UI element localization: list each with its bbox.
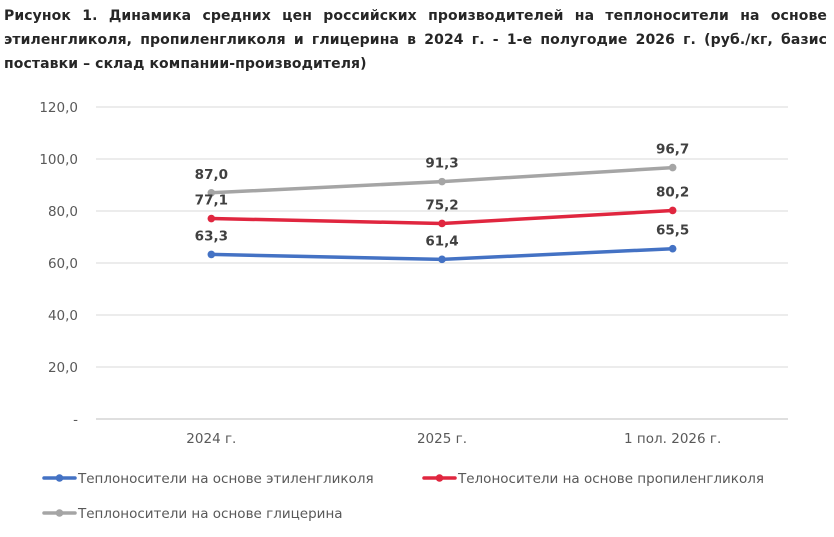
data-label: 96,7 [656,142,689,158]
data-point [668,163,677,172]
y-tick-label: 120,0 [39,100,78,116]
data-point [668,244,677,253]
legend: Теплоносители на основе этиленгликоля Тел… [42,471,764,522]
legend-label: Теплоносители на основе этиленгликоля [77,471,374,487]
data-labels: 63,3 61,4 65,5 77,1 75,2 80,2 87,0 91,3 96,7 [195,142,690,250]
y-tick-label: 20,0 [48,360,78,376]
x-tick-label: 2025 г. [417,431,467,447]
legend-marker-icon [55,509,64,517]
data-label: 80,2 [656,184,689,200]
x-tick-label: 1 пол. 2026 г. [624,431,721,447]
data-label: 61,4 [425,233,458,249]
data-label: 65,5 [656,223,689,239]
legend-label: Теплоносители на основе глицерина [77,506,343,522]
data-label: 91,3 [425,156,458,172]
data-point [438,255,446,264]
data-point [207,189,216,197]
data-label: 75,2 [425,197,458,213]
legend-entry: Теплоносители на основе глицерина [42,506,343,522]
data-point [207,214,216,223]
data-label: 63,3 [195,228,228,244]
data-label: 77,1 [195,193,228,209]
legend-label: Телоносители на основе пропиленгликоля [457,471,764,487]
data-point [668,206,677,215]
x-tick-label: 2024 г. [186,431,236,447]
data-label: 87,0 [195,167,228,183]
data-point [207,250,216,259]
legend-entry: Теплоносители на основе этиленгликоля [42,471,374,487]
data-point [438,177,446,186]
y-tick-label: 60,0 [48,256,78,272]
legend-marker-icon [55,474,64,482]
y-axis-tick-labels: - 20,0 40,0 60,0 80,0 100,0 120,0 [39,100,78,428]
y-tick-label: - [73,412,78,428]
y-tick-label: 80,0 [48,204,78,220]
legend-marker-icon [435,474,444,482]
y-tick-label: 100,0 [39,152,78,168]
data-point [438,219,446,228]
y-tick-label: 40,0 [48,308,78,324]
series-lines [207,163,677,264]
x-axis-tick-labels: 2024 г. 2025 г. 1 пол. 2026 г. [186,431,721,447]
chart-title: Рисунок 1. Динамика средних цен российск… [4,8,827,72]
legend-entry: Телоносители на основе пропиленгликоля [422,471,764,487]
